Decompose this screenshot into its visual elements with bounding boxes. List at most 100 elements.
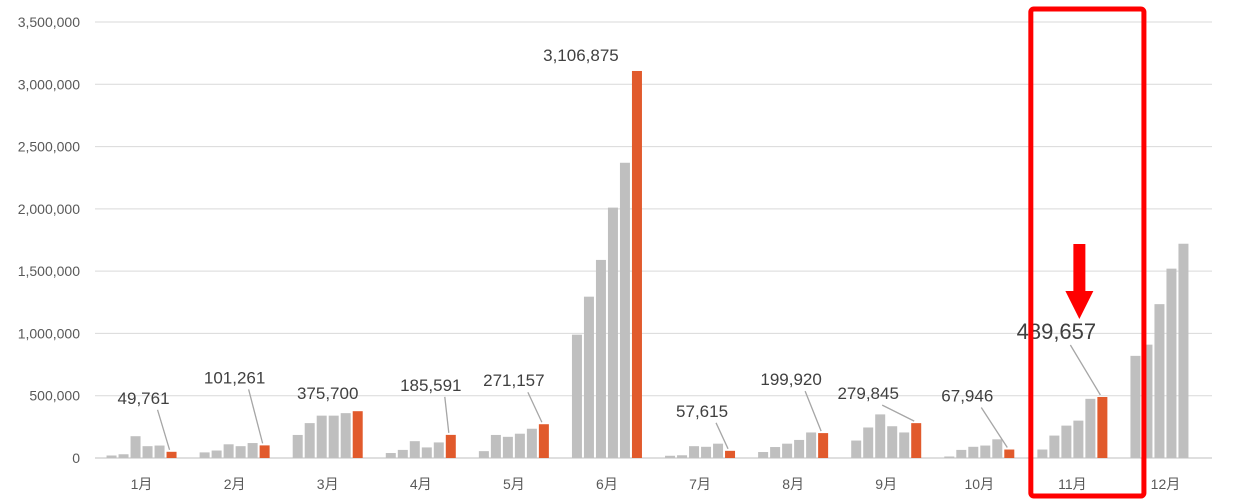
bar-previous-year (665, 455, 676, 458)
bar-previous-year (583, 296, 594, 458)
data-label: 57,615 (676, 402, 728, 421)
x-tick-label: 1月 (131, 476, 153, 492)
bar-current-year (352, 411, 363, 458)
bar-previous-year (782, 443, 793, 458)
bar-previous-year (490, 434, 501, 458)
labels-layer: 1月 49,761 2月 101,261 3月 375,700 4月 185,591 5月 271… (118, 46, 1181, 492)
overlay-layer (1028, 6, 1147, 499)
bar-current-year (1097, 397, 1108, 458)
x-tick-label: 7月 (689, 476, 711, 492)
bar-previous-year (770, 447, 781, 458)
y-tick-label: 0 (72, 450, 80, 466)
data-label-leader (444, 396, 450, 433)
bar-previous-year (1166, 268, 1177, 458)
bar-previous-year (433, 442, 444, 458)
grid-layer: 0 500,000 1,000,000 1,500,000 2,000,000 2,500… (18, 14, 1212, 466)
bar-previous-year (595, 259, 606, 458)
bar-previous-year (130, 436, 141, 458)
bar-current-year (631, 70, 642, 459)
data-label-leader (804, 390, 822, 432)
bar-previous-year (304, 423, 315, 458)
bar-previous-year (1049, 435, 1060, 458)
bar-previous-year (142, 446, 153, 458)
data-label-leader (715, 422, 729, 450)
data-label-leader (881, 404, 915, 422)
bar-previous-year (199, 452, 210, 458)
y-tick-label: 1,500,000 (18, 263, 80, 279)
bar-current-year (818, 433, 829, 458)
bar-previous-year (619, 162, 630, 458)
bar-previous-year (863, 427, 874, 458)
bar-previous-year (292, 434, 303, 458)
bar-previous-year (502, 436, 513, 458)
bar-previous-year (478, 451, 489, 458)
bar-previous-year (571, 334, 582, 458)
data-label: 279,845 (837, 384, 898, 403)
y-tick-label: 500,000 (29, 388, 80, 404)
y-tick-label: 1,000,000 (18, 325, 80, 341)
bar-previous-year (758, 452, 769, 458)
bar-previous-year (397, 449, 408, 458)
bar-previous-year (409, 441, 420, 458)
data-label-leader (527, 391, 543, 423)
bar-previous-year (992, 439, 1003, 458)
bar-previous-year (1142, 344, 1153, 458)
data-label: 3,106,875 (543, 46, 619, 65)
bar-previous-year (1085, 398, 1096, 458)
bar-previous-year (1154, 304, 1165, 458)
bar-previous-year (956, 449, 967, 458)
data-label-leader (980, 407, 1008, 448)
bar-previous-year (118, 454, 129, 458)
down-arrow-icon (1065, 291, 1094, 319)
down-arrow-icon-shaft (1073, 244, 1086, 292)
bar-current-year (1004, 449, 1015, 458)
bars-layer (106, 70, 1189, 459)
bar-current-year (445, 434, 456, 458)
bar-previous-year (851, 440, 862, 458)
bar-previous-year (875, 414, 886, 458)
data-label: 101,261 (204, 368, 265, 387)
bar-previous-year (328, 415, 339, 458)
bar-previous-year (713, 443, 724, 458)
y-tick-label: 2,000,000 (18, 201, 80, 217)
bar-previous-year (1178, 243, 1189, 458)
x-tick-label: 8月 (782, 476, 804, 492)
bar-previous-year (316, 415, 327, 458)
data-label: 185,591 (400, 376, 461, 395)
bar-previous-year (677, 455, 688, 458)
bar-previous-year (899, 432, 910, 458)
y-tick-label: 3,000,000 (18, 76, 80, 92)
x-tick-label: 9月 (875, 476, 897, 492)
bar-previous-year (1061, 425, 1072, 458)
y-tick-label: 3,500,000 (18, 14, 80, 30)
data-label: 49,761 (118, 389, 170, 408)
bar-previous-year (1037, 449, 1048, 458)
bar-current-year (259, 445, 270, 458)
x-tick-label: 12月 (1151, 476, 1181, 492)
bar-previous-year (247, 443, 258, 458)
data-label-leader (247, 389, 264, 444)
bar-previous-year (980, 445, 991, 458)
bar-previous-year (607, 207, 618, 458)
bar-previous-year (1073, 420, 1084, 458)
bar-previous-year (211, 450, 222, 458)
bar-previous-year (968, 446, 979, 458)
data-label-leader (1069, 344, 1101, 396)
x-tick-label: 2月 (224, 476, 246, 492)
bar-current-year (538, 424, 549, 458)
bar-previous-year (689, 446, 700, 458)
bar-current-year (911, 423, 922, 458)
bar-previous-year (944, 456, 955, 458)
bar-previous-year (794, 439, 805, 458)
data-label: 199,920 (760, 370, 821, 389)
x-tick-label: 4月 (410, 476, 432, 492)
bar-current-year (166, 451, 177, 458)
data-label-leader (156, 409, 171, 450)
bar-previous-year (806, 432, 817, 458)
bar-previous-year (1130, 355, 1141, 458)
x-tick-label: 10月 (965, 476, 995, 492)
bar-previous-year (154, 445, 165, 458)
x-tick-label: 6月 (596, 476, 618, 492)
x-tick-label: 11月 (1058, 476, 1087, 492)
